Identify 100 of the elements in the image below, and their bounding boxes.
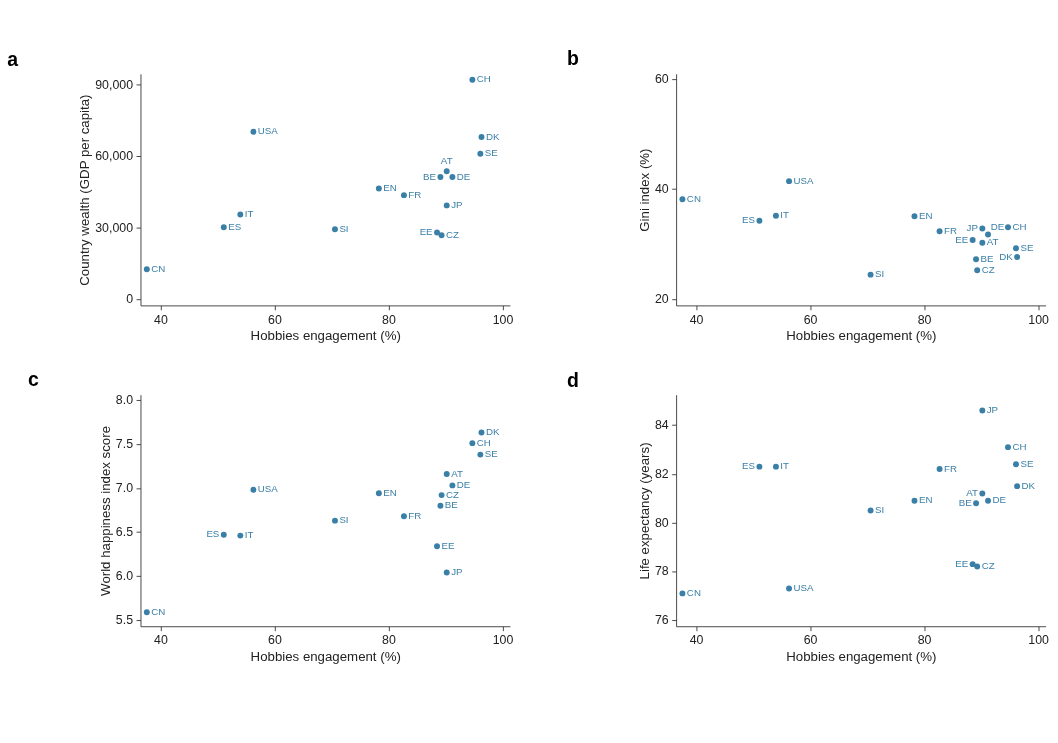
annotation: AT (986, 236, 999, 248)
point (143, 266, 150, 273)
annotation: BE (444, 499, 459, 511)
y-tick-label: 0 (126, 291, 134, 306)
point (679, 196, 686, 203)
y-tick-label: 8.0 (115, 392, 134, 407)
annotation: ES (206, 528, 220, 540)
point (220, 224, 227, 231)
point (1014, 254, 1021, 260)
annotation: DK (485, 130, 500, 142)
y-tick-label: 76 (654, 613, 669, 628)
y-axis-title: World happiness index score (97, 426, 113, 596)
annotation: IT (780, 209, 790, 221)
point (772, 212, 779, 219)
annotation: BE (958, 496, 973, 508)
chart-title: d (566, 368, 579, 391)
point (437, 174, 444, 180)
point (786, 585, 793, 592)
y-tick-label: 78 (654, 564, 669, 579)
point (449, 482, 456, 489)
point (434, 543, 440, 550)
y-axis-title: Country wealth (GDP per capita) (76, 94, 92, 286)
point (331, 517, 338, 524)
annotation: JP (986, 404, 999, 416)
point (400, 513, 407, 520)
y-tick-label: 80 (654, 515, 669, 530)
annotation: AT (451, 467, 463, 479)
annotation: EN (383, 182, 397, 194)
y-axis-title: Life expectancy (years) (636, 442, 652, 580)
x-axis-title: Hobbies engagement (%) (250, 649, 401, 665)
point (911, 497, 918, 504)
annotation: USA (793, 582, 814, 594)
annotation: DE (456, 479, 471, 491)
point (469, 440, 476, 447)
point (1013, 245, 1019, 252)
annotation: CN (686, 192, 701, 204)
point (1005, 444, 1011, 451)
y-tick-label: 90,000 (95, 77, 134, 92)
annotation: BE (980, 252, 994, 264)
x-axis-title: Hobbies engagement (%) (250, 328, 401, 344)
annotation: SE (1020, 457, 1034, 469)
annotation: DK (485, 426, 500, 438)
x-axis-title: Hobbies engagement (%) (786, 328, 937, 344)
point (220, 531, 227, 538)
point (443, 168, 450, 175)
point (331, 226, 338, 233)
annotation: CZ (981, 263, 995, 275)
point (237, 211, 244, 218)
chart-title: c (27, 367, 39, 390)
y-tick-label: 5.5 (115, 613, 134, 628)
point (438, 492, 445, 499)
annotation: CZ (446, 228, 460, 240)
point (375, 490, 382, 497)
point (1013, 461, 1019, 468)
annotation: ES (742, 460, 756, 472)
annotation: CN (151, 605, 166, 617)
y-tick-label: 7.0 (115, 481, 134, 496)
annotation: JP (451, 566, 463, 578)
chart-title: b (566, 46, 579, 69)
point (478, 134, 485, 140)
annotation: SE (484, 448, 499, 460)
y-axis-title: Gini index (%) (636, 148, 652, 232)
point (469, 76, 476, 83)
annotation: JP (451, 199, 463, 211)
y-tick-label: 7.5 (115, 437, 134, 451)
x-tick-label: 60 (268, 312, 282, 327)
point (250, 128, 257, 135)
annotation: AT (966, 487, 978, 499)
point (911, 213, 918, 220)
point (250, 486, 257, 493)
annotation: CH (1012, 220, 1027, 232)
point (400, 192, 407, 199)
annotation: CN (151, 262, 166, 274)
point (1014, 483, 1021, 490)
annotation: DK (999, 250, 1014, 262)
annotation: DK (1021, 479, 1036, 491)
annotation: EN (383, 486, 397, 498)
point (679, 590, 686, 597)
point (237, 532, 244, 539)
point (974, 563, 981, 570)
annotation: SI (339, 514, 349, 526)
annotation: FR (408, 509, 422, 521)
annotation: SI (875, 268, 885, 280)
point (477, 150, 484, 157)
annotation: FR (408, 188, 422, 200)
point (438, 232, 445, 239)
point (969, 237, 976, 243)
annotation: IT (244, 208, 254, 220)
y-tick-label: 6.5 (115, 525, 134, 540)
point (974, 267, 981, 274)
y-tick-label: 82 (654, 466, 669, 481)
annotation: DE (992, 494, 1007, 506)
point (1005, 224, 1011, 231)
point (979, 225, 986, 232)
annotation: USA (257, 125, 279, 137)
point (449, 174, 456, 180)
annotation: CZ (981, 560, 995, 572)
x-tick-label: 60 (268, 633, 282, 648)
annotation: FR (944, 462, 957, 474)
point (786, 178, 793, 185)
